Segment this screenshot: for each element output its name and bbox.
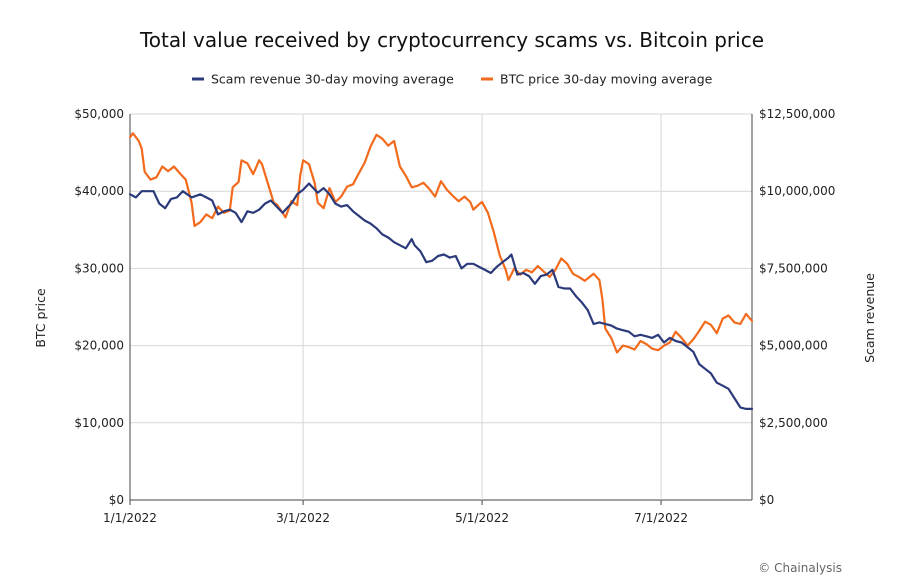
right-tick-label: $7,500,000 [759,261,828,275]
left-tick-label: $10,000 [74,416,124,430]
right-tick-label: $12,500,000 [759,107,835,121]
left-axis-title: BTC price [33,288,48,348]
right-axis-ticks: $0 $2,500,000 $5,000,000 $7,500,000 $10,000,… [759,107,835,507]
legend-label-scam: Scam revenue 30-day moving average [211,72,454,87]
series-lines [128,132,754,410]
left-tick-label: $50,000 [74,107,124,121]
series-line-btc-price [128,132,754,354]
right-tick-label: $5,000,000 [759,339,828,353]
left-tick-label: $30,000 [74,261,124,275]
credit-text: © Chainalysis [758,561,842,575]
legend: Scam revenue 30-day moving average BTC p… [192,72,713,87]
x-tick-label: 5/1/2022 [455,511,509,525]
legend-label-btc: BTC price 30-day moving average [500,72,713,87]
right-axis-title: Scam revenue [862,273,877,363]
x-tick-label: 7/1/2022 [634,511,688,525]
right-tick-label: $10,000,000 [759,184,835,198]
left-tick-label: $20,000 [74,339,124,353]
legend-item-btc[interactable]: BTC price 30-day moving average [481,72,713,87]
x-tick-label: 3/1/2022 [276,511,330,525]
x-axis-ticks: 1/1/2022 3/1/2022 5/1/2022 7/1/2022 [103,511,688,525]
right-tick-label: $0 [759,493,774,507]
grid [129,113,753,505]
chart-title: Total value received by cryptocurrency s… [139,28,764,52]
legend-item-scam[interactable]: Scam revenue 30-day moving average [192,72,454,87]
left-tick-label: $0 [109,493,124,507]
left-axis-ticks: $0 $10,000 $20,000 $30,000 $40,000 $50,000 [74,107,124,507]
series-line-scam-revenue [128,182,754,410]
left-tick-label: $40,000 [74,184,124,198]
x-tick-label: 1/1/2022 [103,511,157,525]
right-tick-label: $2,500,000 [759,416,828,430]
